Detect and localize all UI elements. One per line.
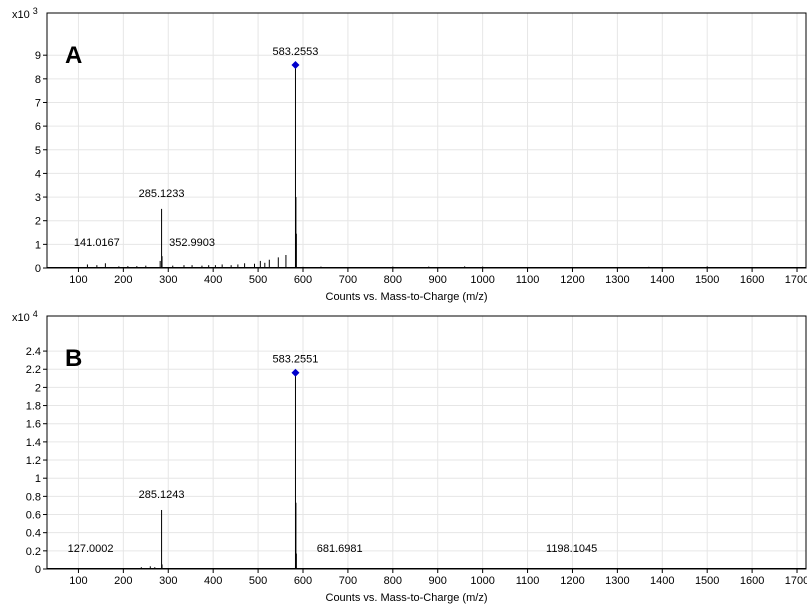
peak-annotation: 285.1243 [139, 489, 185, 501]
x-tick-label: 1500 [695, 575, 719, 587]
y-tick-label: 0.6 [26, 510, 41, 522]
x-tick-label: 100 [69, 274, 87, 286]
peak-annotation: 285.1233 [139, 188, 185, 200]
y-tick-label: 7 [35, 97, 41, 109]
x-tick-label: 400 [204, 575, 222, 587]
x-tick-label: 1600 [740, 274, 764, 286]
x-axis-title: Counts vs. Mass-to-Charge (m/z) [326, 592, 488, 604]
y-tick-label: 9 [35, 50, 41, 62]
peak-annotation: 583.2553 [273, 46, 319, 58]
x-tick-label: 1000 [470, 575, 494, 587]
y-tick-label: 3 [35, 192, 41, 204]
y-tick-label: 0.2 [26, 546, 41, 558]
x-tick-label: 400 [204, 274, 222, 286]
peak-annotation: 1198.1045 [546, 543, 597, 555]
x-tick-label: 1700 [785, 575, 807, 587]
x-tick-label: 1200 [560, 274, 584, 286]
x-tick-label: 900 [429, 274, 447, 286]
x-tick-label: 1100 [516, 274, 540, 286]
x-tick-label: 200 [114, 575, 132, 587]
y-tick-label: 2.4 [26, 346, 41, 358]
x-tick-label: 1700 [785, 274, 807, 286]
peak-annotation: 127.0002 [68, 543, 114, 555]
x-tick-label: 500 [249, 274, 267, 286]
x-tick-label: 500 [249, 575, 267, 587]
x-tick-label: 700 [339, 575, 357, 587]
y-tick-label: 0.4 [26, 528, 41, 540]
y-tick-label: 0 [35, 564, 41, 576]
y-tick-label: 1.4 [26, 437, 41, 449]
spectrum-panel-b: 0 0.2 0.4 0.6 0.8 1 1.2 1.4 1.6 1.8 2 2.2 2.4 100 200 3… [12, 309, 807, 604]
x-tick-label: 300 [159, 274, 177, 286]
y-tick-label: 5 [35, 145, 41, 157]
panel-label: A [65, 42, 82, 69]
y-multiplier-label: x10 4 [12, 309, 38, 324]
y-tick-label: 1.2 [26, 455, 41, 467]
x-tick-label: 1400 [650, 575, 674, 587]
y-tick-label: 2 [35, 382, 41, 394]
y-tick-label: 1.8 [26, 401, 41, 413]
x-tick-label: 300 [159, 575, 177, 587]
y-tick-label: 1 [35, 473, 41, 485]
x-tick-label: 1300 [605, 575, 629, 587]
x-tick-label: 800 [384, 274, 402, 286]
spectrum-panel-a: 0 1 2 3 4 5 6 7 8 9 100 200 300 400 500 600 700 800 900 100… [12, 6, 807, 303]
x-tick-label: 700 [339, 274, 357, 286]
peak-marker-diamond [291, 61, 300, 70]
x-tick-label: 600 [294, 274, 312, 286]
peak-annotation: 681.6981 [317, 543, 363, 555]
x-tick-label: 1400 [650, 274, 674, 286]
x-tick-label: 1100 [516, 575, 540, 587]
peak-annotation: 141.0167 [74, 237, 120, 249]
y-tick-label: 8 [35, 74, 41, 86]
x-tick-label: 1200 [560, 575, 584, 587]
x-tick-label: 1500 [695, 274, 719, 286]
x-tick-label: 1600 [740, 575, 764, 587]
x-tick-label: 900 [429, 575, 447, 587]
x-axis-title: Counts vs. Mass-to-Charge (m/z) [326, 291, 488, 303]
y-tick-label: 0.8 [26, 491, 41, 503]
x-tick-label: 200 [114, 274, 132, 286]
panel-label: B [65, 345, 82, 372]
y-multiplier-label: x10 3 [12, 6, 38, 21]
y-tick-label: 4 [35, 168, 41, 180]
y-tick-label: 6 [35, 121, 41, 133]
peak-annotation: 352.9903 [169, 237, 215, 249]
plot-frame [46, 315, 807, 570]
x-tick-label: 1000 [470, 274, 494, 286]
y-tick-label: 1 [35, 239, 41, 251]
plot-frame [46, 12, 807, 269]
y-tick-label: 2.2 [26, 364, 41, 376]
x-tick-label: 800 [384, 575, 402, 587]
y-tick-label: 2 [35, 216, 41, 228]
x-tick-label: 1300 [605, 274, 629, 286]
peak-annotation: 583.2551 [273, 354, 319, 366]
y-tick-label: 1.6 [26, 419, 41, 431]
y-tick-label: 0 [35, 263, 41, 275]
x-tick-label: 600 [294, 575, 312, 587]
x-tick-label: 100 [69, 575, 87, 587]
peak-marker-diamond [291, 368, 300, 377]
